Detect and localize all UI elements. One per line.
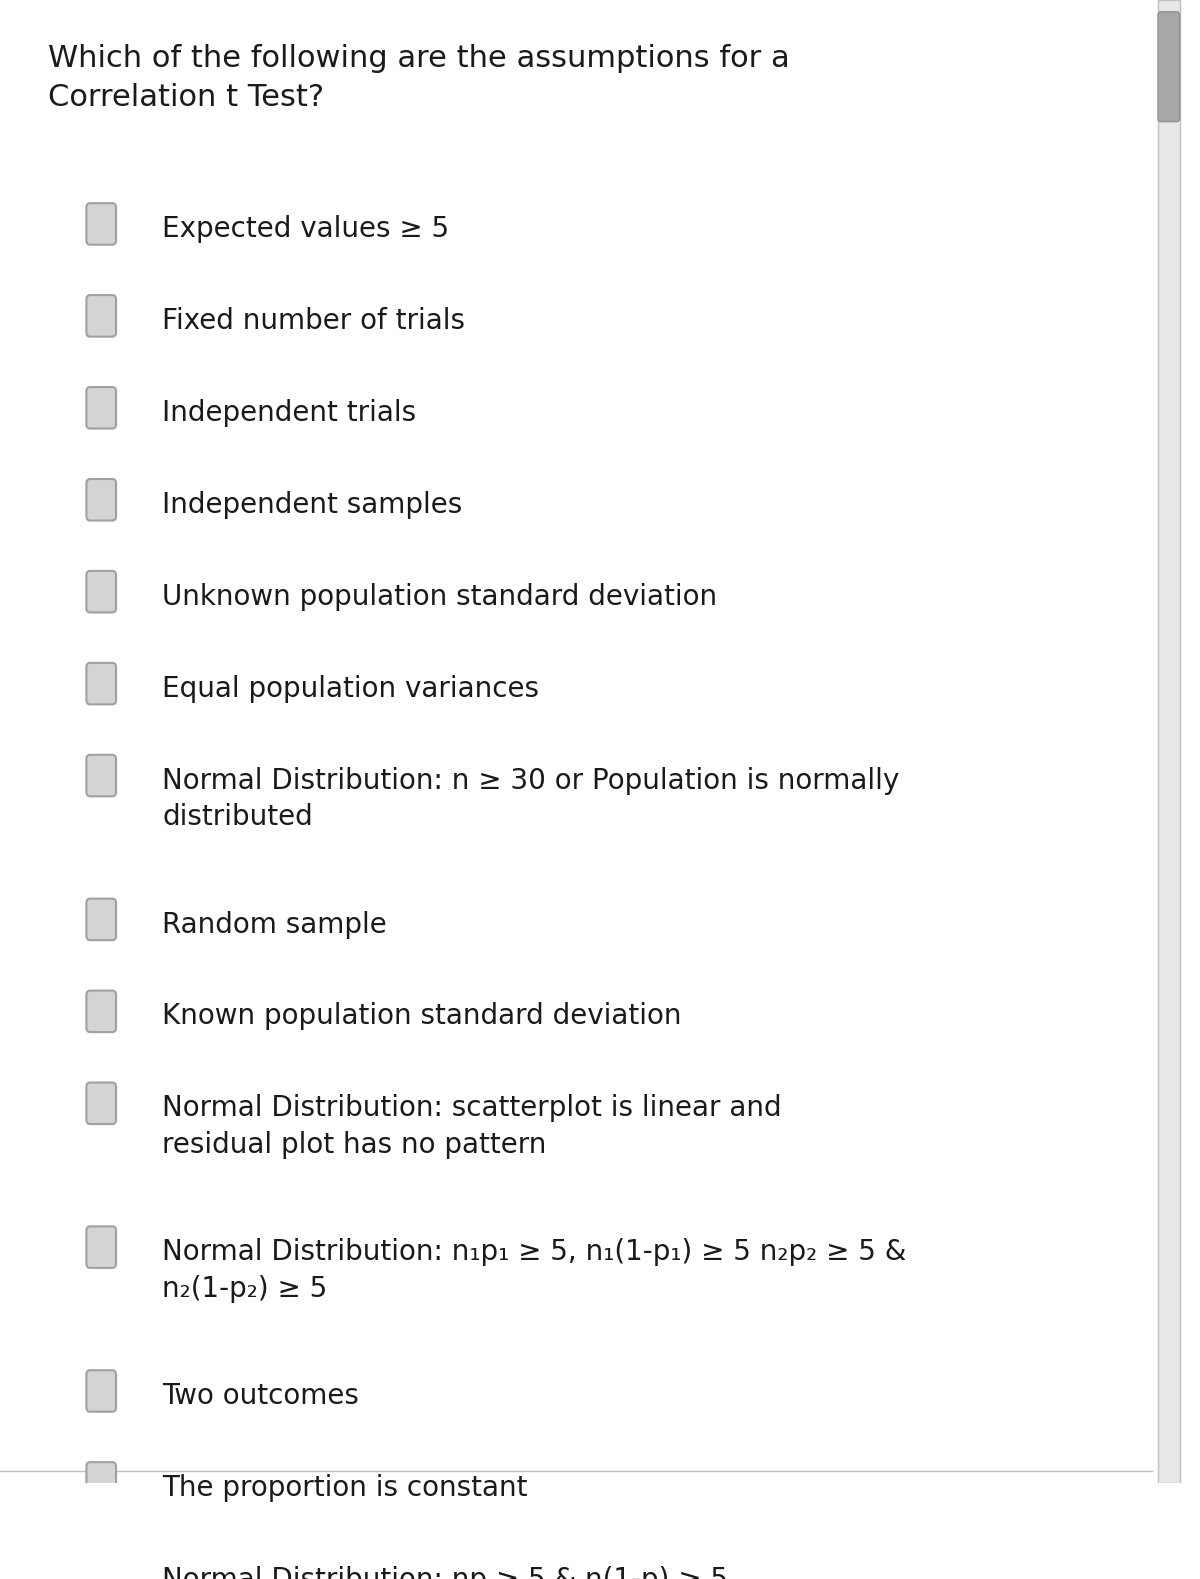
Text: Independent trials: Independent trials [162, 399, 416, 426]
Text: The proportion is constant: The proportion is constant [162, 1475, 528, 1502]
FancyBboxPatch shape [86, 572, 116, 613]
Text: Random sample: Random sample [162, 911, 386, 938]
FancyBboxPatch shape [86, 1462, 116, 1503]
FancyBboxPatch shape [1158, 0, 1180, 1483]
FancyBboxPatch shape [86, 204, 116, 245]
Text: Normal Distribution: n₁p₁ ≥ 5, n₁(1-p₁) ≥ 5 n₂p₂ ≥ 5 &
n₂(1-p₂) ≥ 5: Normal Distribution: n₁p₁ ≥ 5, n₁(1-p₁) … [162, 1238, 906, 1303]
FancyBboxPatch shape [86, 1554, 116, 1579]
Text: Equal population variances: Equal population variances [162, 674, 539, 703]
Text: Normal Distribution: np ≥ 5 & n(1-p) ≥ 5: Normal Distribution: np ≥ 5 & n(1-p) ≥ 5 [162, 1566, 728, 1579]
FancyBboxPatch shape [86, 478, 116, 521]
Text: Known population standard deviation: Known population standard deviation [162, 1003, 682, 1031]
Text: Two outcomes: Two outcomes [162, 1382, 359, 1410]
Text: Unknown population standard deviation: Unknown population standard deviation [162, 583, 718, 611]
FancyBboxPatch shape [86, 387, 116, 428]
Text: Independent samples: Independent samples [162, 491, 462, 519]
FancyBboxPatch shape [86, 990, 116, 1033]
FancyBboxPatch shape [86, 295, 116, 336]
FancyBboxPatch shape [1158, 13, 1180, 122]
Text: Expected values ≥ 5: Expected values ≥ 5 [162, 215, 449, 243]
FancyBboxPatch shape [86, 1227, 116, 1268]
Text: Fixed number of trials: Fixed number of trials [162, 306, 466, 335]
Text: Normal Distribution: scatterplot is linear and
residual plot has no pattern: Normal Distribution: scatterplot is line… [162, 1094, 781, 1159]
Text: Normal Distribution: n ≥ 30 or Population is normally
distributed: Normal Distribution: n ≥ 30 or Populatio… [162, 767, 899, 832]
FancyBboxPatch shape [86, 663, 116, 704]
Text: Which of the following are the assumptions for a
Correlation t Test?: Which of the following are the assumptio… [48, 44, 790, 112]
FancyBboxPatch shape [86, 1371, 116, 1412]
FancyBboxPatch shape [86, 755, 116, 796]
FancyBboxPatch shape [86, 1083, 116, 1124]
FancyBboxPatch shape [86, 898, 116, 940]
